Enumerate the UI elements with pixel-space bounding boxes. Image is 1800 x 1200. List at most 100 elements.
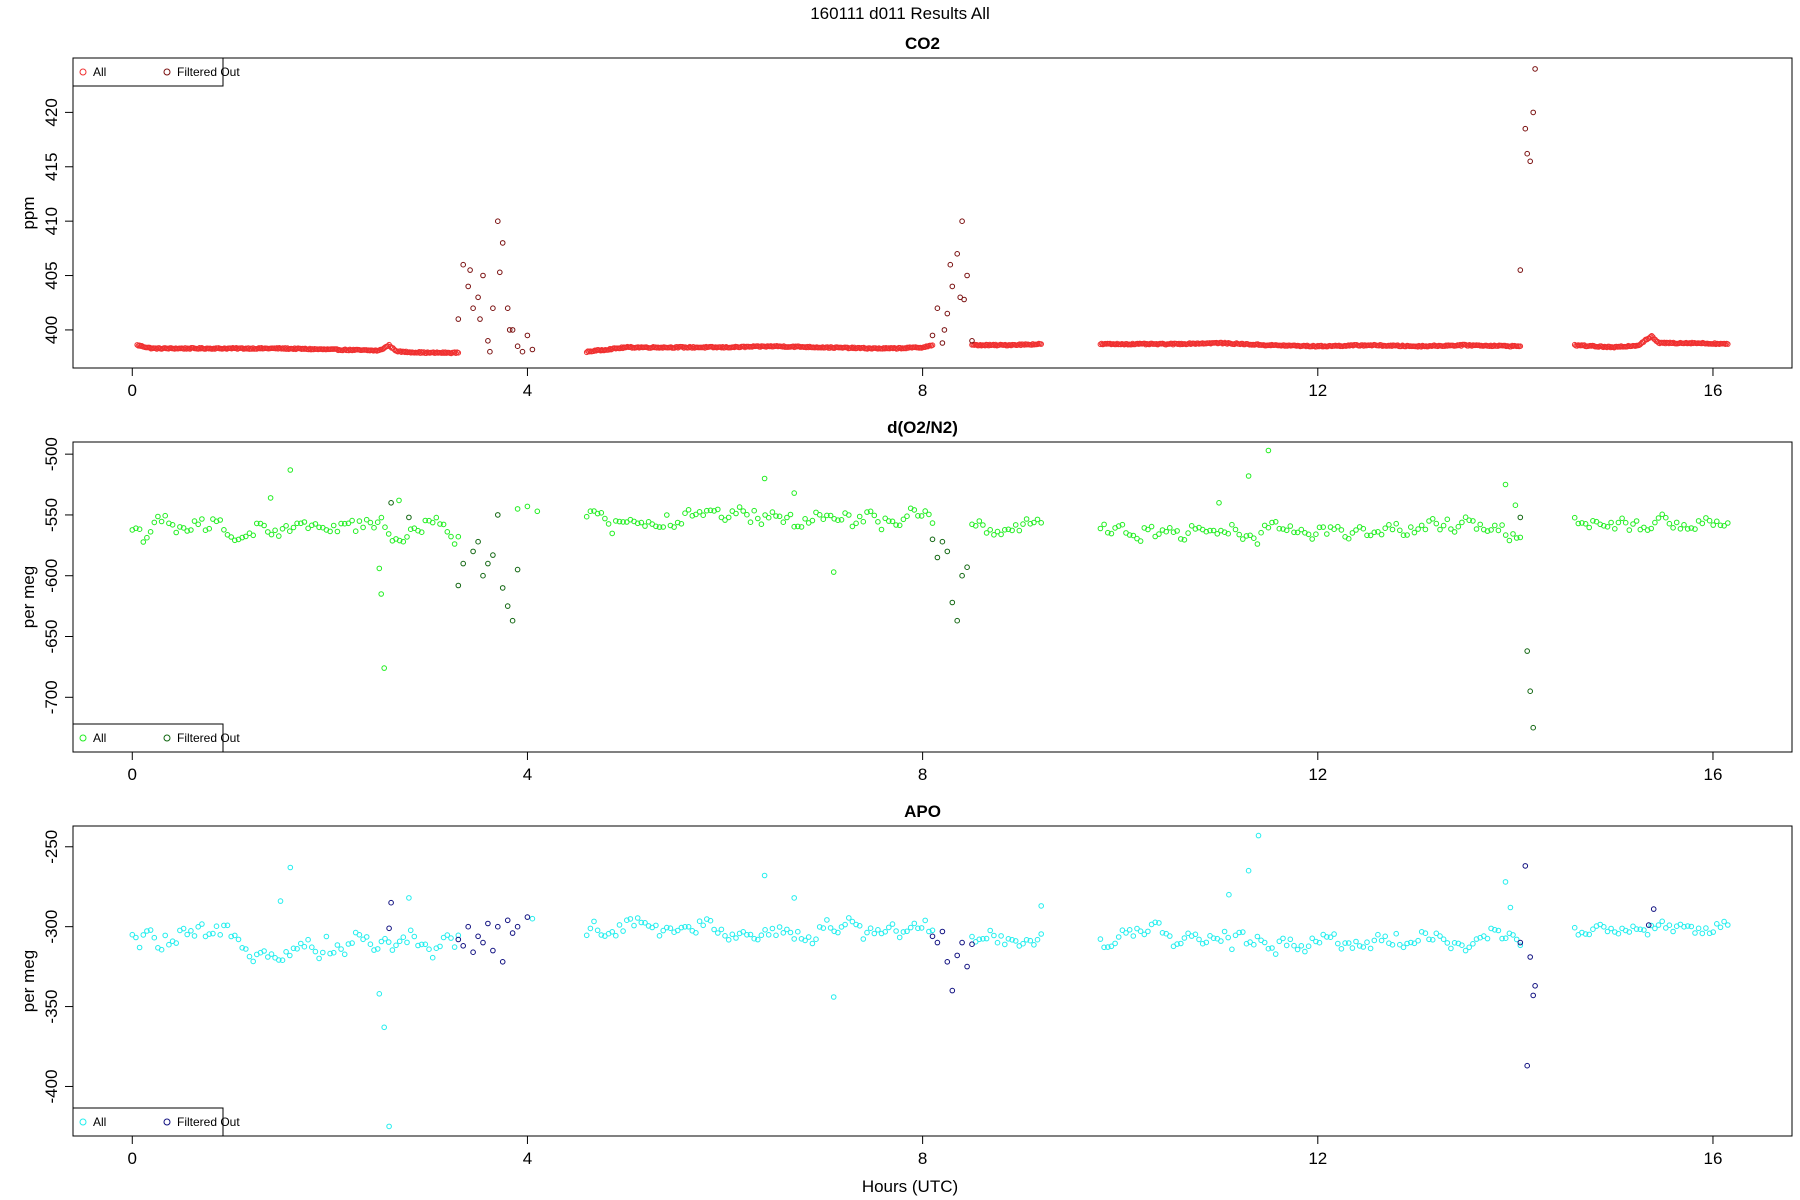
- point-all: [1170, 529, 1177, 536]
- point-all: [1148, 523, 1155, 530]
- point-all: [217, 932, 223, 938]
- point-all: [1335, 523, 1341, 530]
- point-all: [1101, 521, 1107, 528]
- point-all: [664, 512, 670, 518]
- point-all: [1633, 926, 1640, 932]
- point-all: [994, 939, 1001, 946]
- point-all: [809, 517, 816, 524]
- point-all: [426, 946, 432, 953]
- point-all: [195, 924, 201, 930]
- point-all: [1608, 925, 1614, 932]
- panel-title: APO: [904, 802, 941, 821]
- point-all: [374, 946, 381, 952]
- point-all: [722, 933, 728, 939]
- point-all: [327, 528, 333, 535]
- point-all: [162, 512, 168, 519]
- point-filtered-out: [514, 923, 521, 930]
- point-filtered-out: [954, 952, 961, 959]
- point-all: [642, 920, 648, 926]
- point-all: [1608, 519, 1614, 526]
- point-all: [1644, 931, 1651, 938]
- point-all: [1684, 923, 1691, 929]
- point-all: [1371, 529, 1378, 536]
- point-all: [904, 928, 910, 935]
- point-all: [1411, 529, 1418, 536]
- point-all: [1009, 937, 1015, 943]
- point-all: [1031, 942, 1037, 948]
- point-all: [1459, 942, 1465, 949]
- point-all: [433, 514, 440, 521]
- point-all: [733, 935, 739, 941]
- point-all: [385, 939, 392, 945]
- point-all: [871, 512, 878, 519]
- point-all: [451, 349, 458, 356]
- point-all: [1023, 516, 1030, 522]
- point-all: [1404, 940, 1410, 947]
- point-all: [751, 935, 758, 942]
- point-all: [886, 518, 892, 524]
- point-filtered-out: [529, 346, 536, 353]
- point-all: [341, 951, 348, 958]
- point-all: [875, 927, 881, 933]
- point-all: [396, 537, 403, 544]
- point-all: [1276, 938, 1283, 945]
- chart-panel-2: d(O2/N2) 0 4 8 12 16 -700 -650 -600 -550 -500 per m…: [19, 418, 1793, 784]
- point-all: [1670, 525, 1676, 531]
- point-all: [1393, 520, 1399, 527]
- point-all: [1309, 935, 1315, 942]
- point-all: [1119, 927, 1126, 934]
- point-all: [758, 932, 765, 939]
- point-filtered-out: [465, 923, 472, 930]
- point-all: [980, 522, 986, 528]
- point-all: [524, 503, 531, 510]
- point-all: [918, 925, 925, 931]
- point-all: [1429, 937, 1436, 943]
- point-all: [1477, 521, 1483, 528]
- point-all: [1466, 517, 1472, 524]
- point-all: [283, 523, 289, 529]
- point-filtered-out: [1522, 125, 1529, 132]
- point-all: [1389, 526, 1396, 533]
- point-all: [1444, 940, 1451, 946]
- point-all: [1207, 527, 1213, 534]
- point-all: [1038, 520, 1044, 526]
- point-all: [1437, 526, 1443, 533]
- x-tick-label: 16: [1704, 381, 1723, 400]
- point-all: [363, 516, 370, 523]
- point-all: [813, 936, 819, 943]
- point-all: [1517, 942, 1524, 949]
- point-all: [715, 506, 721, 513]
- point-all: [660, 524, 667, 530]
- point-all: [287, 864, 294, 871]
- point-all: [733, 510, 739, 517]
- point-all: [1703, 515, 1709, 521]
- point-all: [1397, 527, 1403, 534]
- point-all: [740, 929, 747, 935]
- point-all: [1386, 522, 1392, 528]
- x-tick-label: 0: [128, 1149, 137, 1168]
- y-tick-label: 405: [42, 261, 61, 289]
- point-all: [1684, 526, 1691, 532]
- point-all: [1655, 922, 1662, 928]
- point-all: [1229, 946, 1235, 953]
- point-all: [1663, 925, 1669, 931]
- point-all: [1448, 526, 1454, 532]
- point-all: [1451, 529, 1458, 535]
- point-filtered-out: [1527, 954, 1533, 960]
- legend-marker: [163, 68, 171, 76]
- point-all: [129, 931, 136, 938]
- point-all: [144, 928, 150, 934]
- point-filtered-out: [524, 332, 531, 339]
- point-all: [631, 922, 637, 929]
- point-filtered-out: [959, 939, 965, 946]
- point-all: [1188, 523, 1195, 529]
- point-all: [1226, 891, 1232, 898]
- point-all: [1512, 502, 1519, 509]
- point-all: [1331, 931, 1337, 937]
- point-filtered-out: [499, 959, 506, 965]
- point-all: [1265, 524, 1272, 531]
- point-filtered-out: [470, 949, 476, 956]
- point-all: [1027, 937, 1034, 944]
- point-all: [1408, 524, 1414, 530]
